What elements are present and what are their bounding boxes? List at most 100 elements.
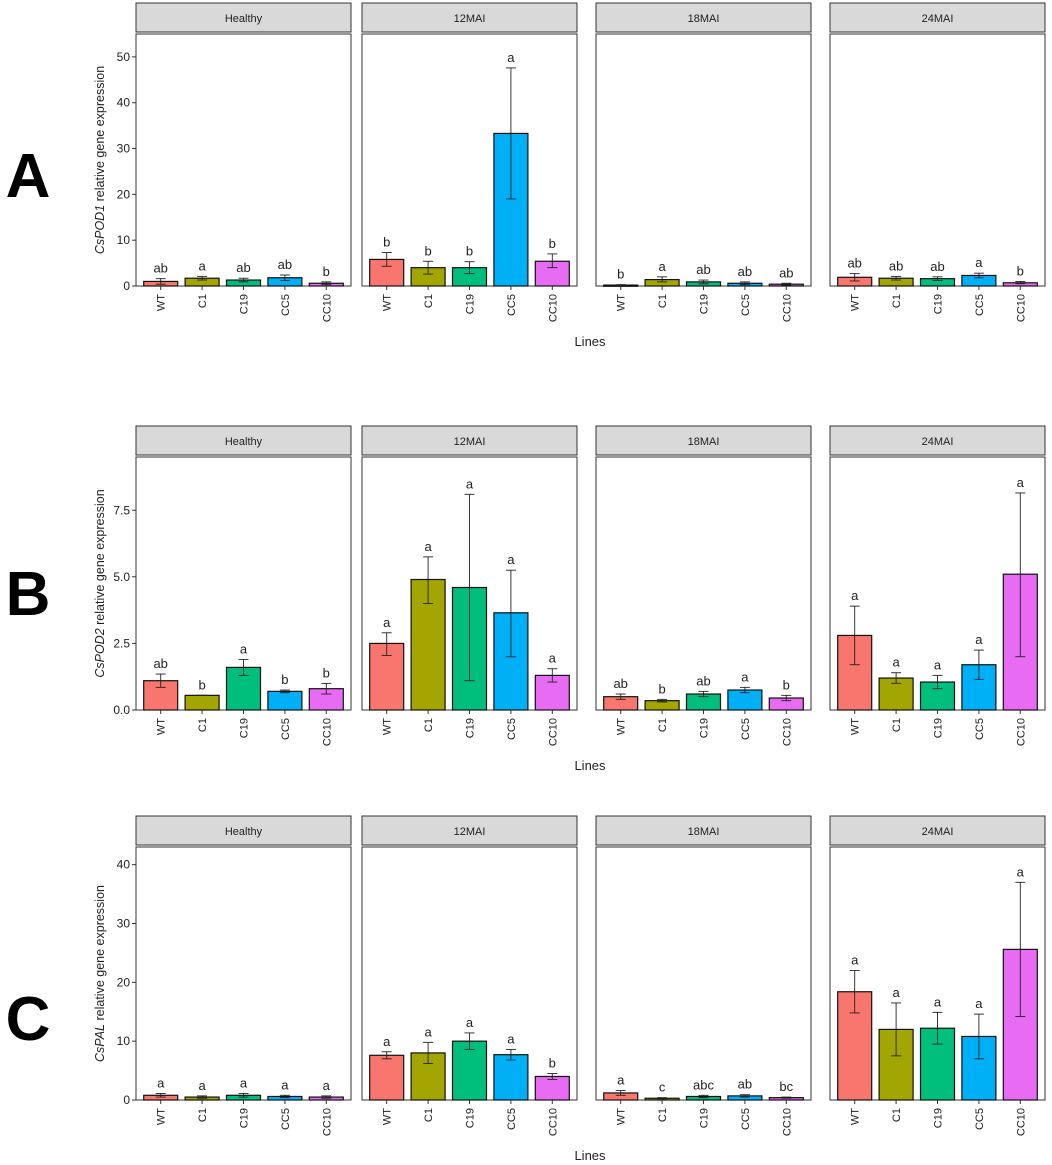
x-tick-label: C19 [933, 1108, 945, 1128]
y-tick-label: 0.0 [113, 703, 130, 717]
y-tick-label: 30 [117, 142, 131, 156]
significance-letter: b [617, 267, 624, 282]
panel-18MAI: 18MAI ab WT b C1 ab C19 a CC5 b CC10 [595, 425, 812, 746]
panel-frame [361, 33, 578, 287]
significance-letter: ab [696, 262, 710, 277]
y-tick-label: 30 [117, 916, 131, 930]
significance-letter: a [892, 655, 900, 670]
significance-letter: a [1017, 475, 1025, 490]
panel-Healthy: Healthy ab WT a C1 ab C19 ab CC5 b CC10 [135, 2, 352, 322]
facet-strip [361, 2, 578, 33]
y-tick-label: 40 [117, 858, 131, 872]
significance-letter: ab [847, 256, 861, 271]
x-tick-label: C1 [891, 294, 903, 308]
x-tick-label: CC5 [506, 718, 518, 740]
facet-title: 24MAI [922, 13, 954, 25]
panel-24MAI: 24MAI a WT a C1 a C19 a CC5 a CC10 [829, 425, 1046, 746]
significance-letter: b [383, 235, 390, 250]
panel-frame [595, 33, 812, 287]
x-tick-label: C1 [891, 1108, 903, 1122]
row-label: B [6, 560, 51, 629]
y-tick-label: 0 [123, 1093, 130, 1107]
significance-letter: a [507, 552, 515, 567]
y-axis-title: CsPAL relative gene expression [93, 885, 107, 1062]
significance-letter: a [240, 1076, 248, 1091]
y-tick-label: 2.5 [113, 636, 130, 650]
significance-letter: c [659, 1080, 666, 1095]
significance-letter: b [549, 1056, 556, 1071]
significance-letter: a [892, 985, 900, 1000]
facet-title: 12MAI [454, 436, 486, 448]
x-tick-label: CC10 [547, 718, 559, 746]
significance-letter: b [1017, 263, 1024, 278]
x-tick-label: CC10 [781, 718, 793, 746]
x-tick-label: WT [616, 718, 628, 735]
facet-title: 24MAI [922, 436, 954, 448]
significance-letter: a [934, 657, 942, 672]
facet-title: 18MAI [688, 826, 720, 838]
significance-letter: ab [278, 257, 292, 272]
x-tick-label: C19 [933, 718, 945, 738]
significance-letter: a [975, 255, 983, 270]
x-tick-label: C1 [657, 294, 669, 308]
facet-title: 12MAI [454, 826, 486, 838]
facet-strip [829, 815, 1046, 846]
x-tick-label: C1 [423, 294, 435, 308]
x-tick-label: CC5 [280, 718, 292, 740]
bar-WT [369, 1054, 405, 1101]
significance-letter: ab [153, 261, 167, 276]
significance-letter: a [617, 1073, 625, 1088]
significance-letter: a [157, 1076, 165, 1091]
y-axis-title-rest: relative gene expression [93, 489, 107, 628]
x-tick-label: CC10 [321, 718, 333, 746]
x-axis-title: Lines [574, 1148, 606, 1163]
significance-letter: b [466, 244, 473, 259]
x-tick-label: C19 [239, 718, 251, 738]
chart-row-C: C CsPAL relative gene expression 0 10 20 30 40… [6, 815, 1046, 1163]
panel-frame [595, 846, 812, 1101]
x-tick-label: WT [850, 1108, 862, 1125]
x-axis-title: Lines [574, 758, 606, 773]
significance-letter: a [383, 1034, 391, 1049]
x-tick-label: C19 [699, 294, 711, 314]
significance-letter: a [934, 994, 942, 1009]
significance-letter: b [424, 243, 431, 258]
x-tick-label: CC10 [321, 1108, 333, 1136]
facet-strip [829, 425, 1046, 456]
facet-title: 12MAI [454, 13, 486, 25]
y-axis-gene: CsPOD2 [93, 628, 107, 677]
x-tick-label: WT [156, 1108, 168, 1125]
x-tick-label: CC10 [1015, 718, 1027, 746]
significance-letter: ab [779, 265, 793, 280]
x-tick-label: WT [382, 294, 394, 311]
x-tick-label: C19 [465, 718, 477, 738]
panel-Healthy: Healthy a WT a C1 a C19 a CC5 a CC10 [135, 815, 352, 1136]
significance-letter: ab [613, 676, 627, 691]
y-tick-label: 40 [117, 96, 131, 110]
panel-12MAI: 12MAI b WT b C1 b C19 a CC5 b CC10 [361, 2, 578, 322]
significance-letter: a [851, 953, 859, 968]
x-tick-label: C19 [699, 718, 711, 738]
significance-letter: a [198, 1078, 206, 1093]
x-tick-label: C1 [423, 1108, 435, 1122]
x-tick-label: C19 [933, 294, 945, 314]
panel-frame [595, 456, 812, 711]
x-tick-label: C19 [239, 1108, 251, 1128]
significance-letter: a [741, 669, 749, 684]
panel-12MAI: 12MAI a WT a C1 a C19 a CC5 b CC10 [361, 815, 578, 1136]
x-tick-label: CC10 [1015, 294, 1027, 322]
significance-letter: a [323, 1078, 331, 1093]
bar-C19 [451, 1040, 488, 1101]
facet-strip [361, 425, 578, 456]
y-tick-label: 0 [123, 279, 130, 293]
x-tick-label: C1 [891, 718, 903, 732]
significance-letter: a [658, 259, 666, 274]
significance-letter: abc [693, 1077, 714, 1092]
x-tick-label: WT [156, 718, 168, 735]
significance-letter: a [240, 641, 248, 656]
x-tick-label: CC5 [974, 294, 986, 316]
facet-title: 24MAI [922, 826, 954, 838]
x-tick-label: C1 [197, 1108, 209, 1122]
facet-strip [135, 425, 352, 456]
